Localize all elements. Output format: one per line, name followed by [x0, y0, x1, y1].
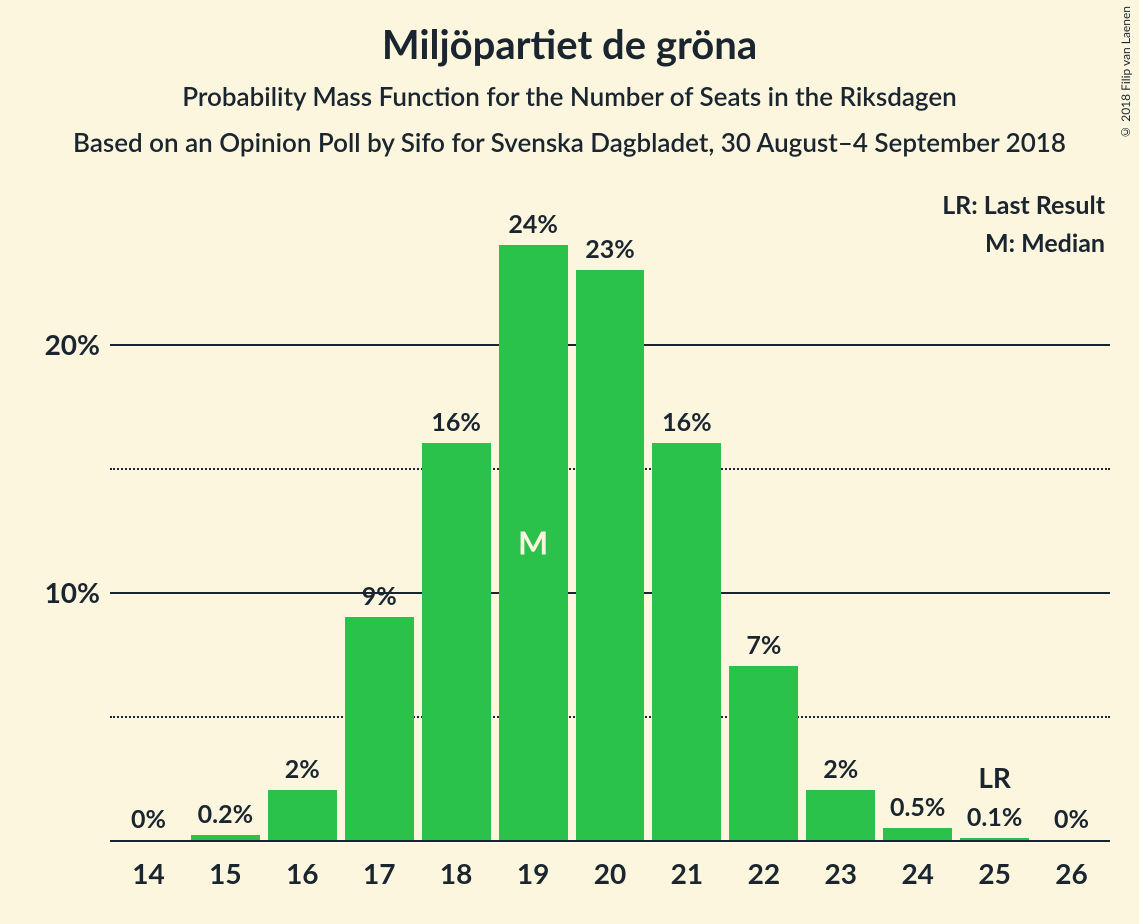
bar-slot: 16%	[418, 220, 495, 840]
x-tick-label: 21	[648, 856, 725, 890]
bar-slot: 16%	[648, 220, 725, 840]
bar-value-label: 0.5%	[883, 792, 952, 828]
bar: 2%	[806, 790, 875, 840]
bar-slot: 2%	[802, 220, 879, 840]
bar-value-label: 0.2%	[191, 799, 260, 835]
bar-value-label: 9%	[345, 581, 414, 617]
bar-slot: 0%	[1033, 220, 1110, 840]
x-tick-label: 22	[725, 856, 802, 890]
bar: 24%M	[499, 245, 568, 840]
bar-slot: 0.2%	[187, 220, 264, 840]
copyright-text: © 2018 Filip van Laenen	[1118, 6, 1133, 140]
bar-value-label: 7%	[729, 630, 798, 666]
median-marker: M	[499, 523, 568, 562]
chart-subtitle-2: Based on an Opinion Poll by Sifo for Sve…	[0, 126, 1139, 158]
x-tick-label: 24	[879, 856, 956, 890]
bar-value-label: 2%	[806, 754, 875, 790]
bar-value-label: 16%	[652, 407, 721, 443]
y-tick-label: 20%	[20, 327, 100, 361]
x-tick-label: 26	[1033, 856, 1110, 890]
bar-slot: 0%	[110, 220, 187, 840]
chart-subtitle: Probability Mass Function for the Number…	[0, 80, 1139, 112]
x-tick-label: 23	[802, 856, 879, 890]
bar: 9%	[345, 617, 414, 840]
bar: 16%	[652, 443, 721, 840]
bar: 7%	[729, 666, 798, 840]
bar: 2%	[268, 790, 337, 840]
y-tick-label: 10%	[20, 575, 100, 609]
x-tick-label: 18	[418, 856, 495, 890]
chart-title: Miljöpartiet de gröna	[0, 0, 1139, 68]
bar-chart: 10%20% 0%0.2%2%9%16%24%M23%16%7%2%0.5%0.…	[110, 220, 1110, 840]
bar-value-label: 23%	[576, 234, 645, 270]
legend-lr: LR: Last Result	[942, 190, 1105, 220]
bar-value-label: 0%	[1037, 804, 1106, 840]
x-tick-label: 14	[110, 856, 187, 890]
x-tick-label: 16	[264, 856, 341, 890]
bar-value-label: 16%	[422, 407, 491, 443]
bar: 16%	[422, 443, 491, 840]
bar-value-label: 2%	[268, 754, 337, 790]
x-tick-label: 15	[187, 856, 264, 890]
bar: 23%	[576, 270, 645, 840]
bar-slot: 9%	[341, 220, 418, 840]
x-axis: 14151617181920212223242526	[110, 840, 1110, 900]
bar: 0.5%	[883, 828, 952, 840]
bar-slot: 2%	[264, 220, 341, 840]
lr-marker: LR	[960, 760, 1029, 838]
x-tick-label: 25	[956, 856, 1033, 890]
bar-slot: 0.5%	[879, 220, 956, 840]
bar-slot: 23%	[572, 220, 649, 840]
bar-slot: 7%	[725, 220, 802, 840]
bars-container: 0%0.2%2%9%16%24%M23%16%7%2%0.5%0.1%LR0%	[110, 220, 1110, 840]
bar-slot: 24%M	[495, 220, 572, 840]
bar-value-label: 24%	[499, 209, 568, 245]
bar-value-label: 0%	[114, 804, 183, 840]
x-tick-label: 19	[495, 856, 572, 890]
x-tick-label: 17	[341, 856, 418, 890]
bar-slot: 0.1%LR	[956, 220, 1033, 840]
x-tick-label: 20	[572, 856, 649, 890]
